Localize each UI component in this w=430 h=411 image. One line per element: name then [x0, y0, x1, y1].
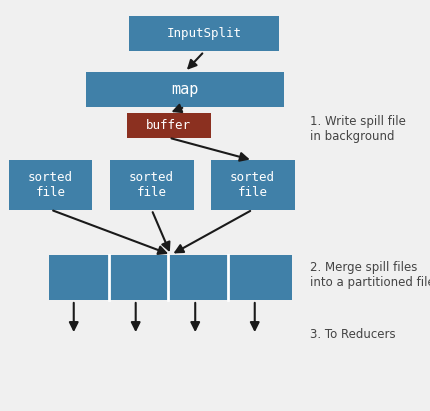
- Text: 3. To Reducers: 3. To Reducers: [310, 328, 395, 342]
- Text: buffer: buffer: [146, 119, 191, 132]
- FancyBboxPatch shape: [49, 255, 292, 300]
- FancyBboxPatch shape: [110, 160, 194, 210]
- FancyBboxPatch shape: [211, 160, 295, 210]
- Text: map: map: [171, 82, 199, 97]
- FancyBboxPatch shape: [86, 72, 284, 107]
- Text: 2. Merge spill files
into a partitioned file: 2. Merge spill files into a partitioned …: [310, 261, 430, 289]
- Text: sorted
file: sorted file: [28, 171, 73, 199]
- Text: sorted
file: sorted file: [230, 171, 275, 199]
- FancyBboxPatch shape: [9, 160, 92, 210]
- Text: InputSplit: InputSplit: [167, 28, 242, 40]
- Text: sorted
file: sorted file: [129, 171, 174, 199]
- FancyBboxPatch shape: [127, 113, 211, 138]
- Text: 1. Write spill file
in background: 1. Write spill file in background: [310, 115, 405, 143]
- FancyBboxPatch shape: [129, 16, 280, 51]
